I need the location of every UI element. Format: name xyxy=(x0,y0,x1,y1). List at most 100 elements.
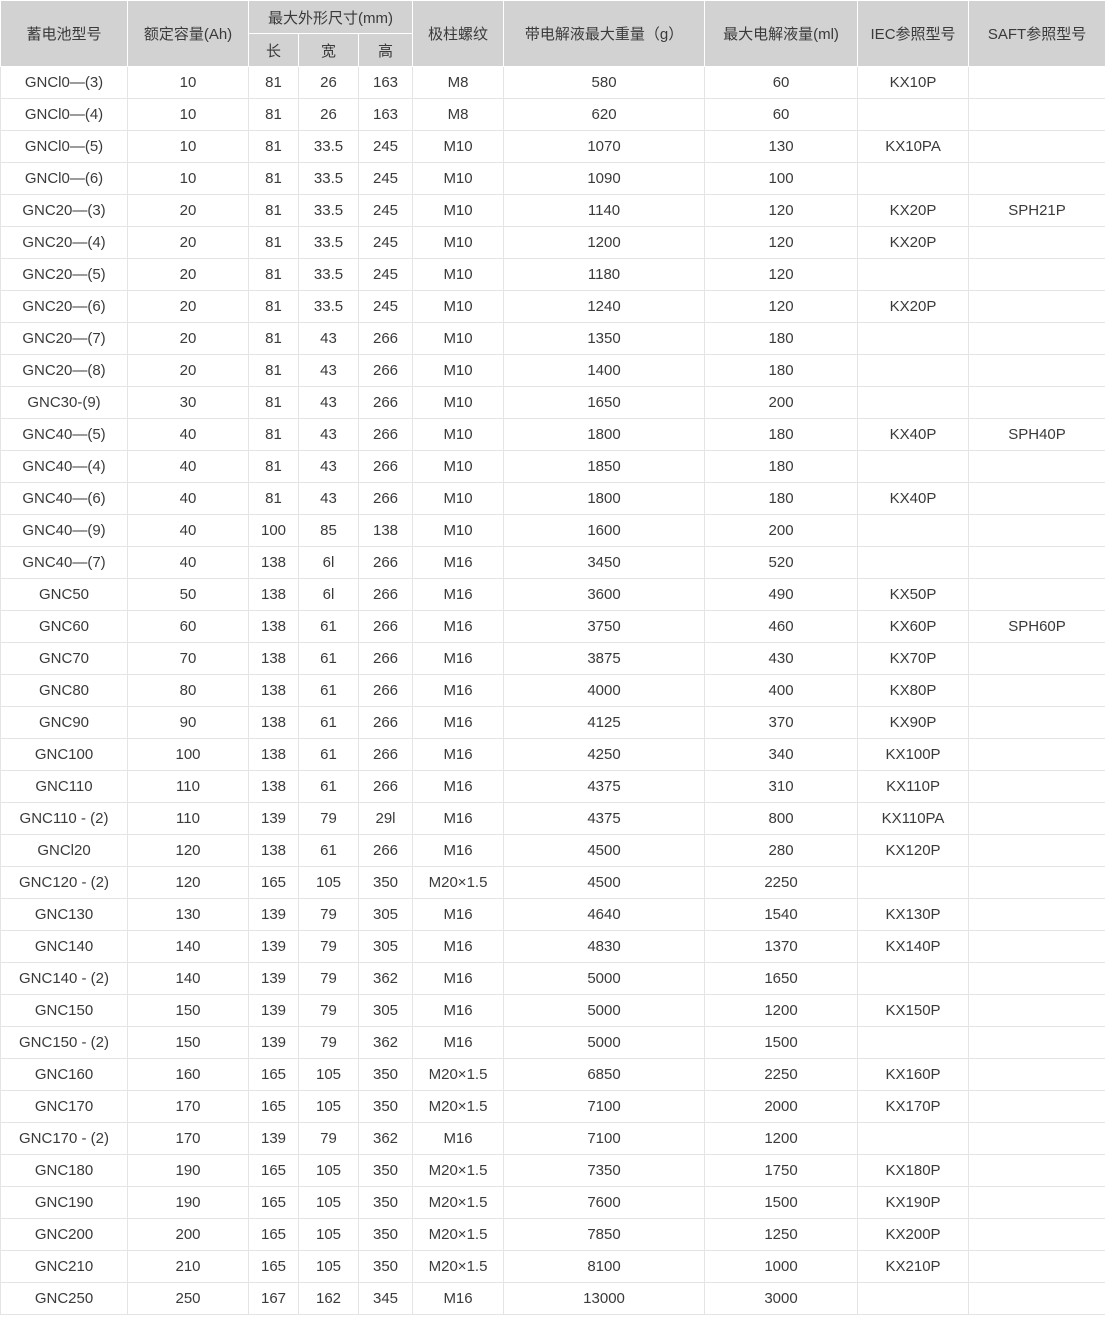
table-cell: 2250 xyxy=(704,866,859,899)
table-cell: 266 xyxy=(357,834,414,867)
table-cell: 10 xyxy=(127,162,249,195)
table-row: GNC140 140 139 79 305 M16 4830 1370 KX140P xyxy=(0,930,1105,963)
table-cell: 105 xyxy=(298,1058,359,1091)
table-cell: 33.5 xyxy=(298,130,359,163)
table-cell xyxy=(857,866,970,899)
table-cell: 3750 xyxy=(503,610,706,643)
table-cell: 250 xyxy=(127,1282,249,1315)
table-cell xyxy=(968,930,1105,963)
header-iec-reference-model: IEC参照型号 xyxy=(857,0,970,67)
table-cell xyxy=(968,962,1105,995)
table-cell: KX200P xyxy=(857,1218,970,1251)
table-row: GNCl0—(5) 10 81 33.5 245 M10 1070 130 KX10PA xyxy=(0,130,1105,163)
table-cell: GNC160 xyxy=(0,1058,128,1091)
table-row: GNC30-(9) 30 81 43 266 M10 1650 200 xyxy=(0,386,1105,419)
table-cell: 138 xyxy=(248,610,299,643)
table-cell: 4500 xyxy=(503,834,706,867)
header-pole-thread: 极柱螺纹 xyxy=(412,0,505,67)
table-cell: 245 xyxy=(357,226,414,259)
table-cell: M16 xyxy=(412,770,505,803)
table-cell: GNC40—(6) xyxy=(0,482,128,515)
table-cell: 70 xyxy=(127,642,249,675)
table-cell: GNC20—(8) xyxy=(0,354,128,387)
table-cell: 20 xyxy=(127,354,249,387)
table-cell: M20×1.5 xyxy=(412,866,505,899)
table-cell: KX20P xyxy=(857,194,970,227)
table-cell: 245 xyxy=(357,194,414,227)
table-cell xyxy=(968,1154,1105,1187)
table-cell: 400 xyxy=(704,674,859,707)
table-cell: 81 xyxy=(248,322,299,355)
table-cell: 180 xyxy=(704,354,859,387)
table-cell: M10 xyxy=(412,418,505,451)
table-row: GNC40—(7) 40 138 6l 266 M16 3450 520 xyxy=(0,546,1105,579)
table-row: GNC180 190 165 105 350 M20×1.5 7350 1750 KX180P xyxy=(0,1154,1105,1187)
table-cell xyxy=(857,546,970,579)
table-cell: M20×1.5 xyxy=(412,1058,505,1091)
table-cell: 4250 xyxy=(503,738,706,771)
table-cell xyxy=(968,834,1105,867)
table-cell: 81 xyxy=(248,66,299,99)
table-cell: 79 xyxy=(298,898,359,931)
table-cell: M16 xyxy=(412,930,505,963)
table-cell: 33.5 xyxy=(298,290,359,323)
table-cell: 266 xyxy=(357,418,414,451)
table-row: GNC40—(9) 40 100 85 138 M10 1600 200 xyxy=(0,514,1105,547)
table-cell xyxy=(968,802,1105,835)
table-cell: 3600 xyxy=(503,578,706,611)
table-cell: 350 xyxy=(357,1186,414,1219)
table-cell: 362 xyxy=(357,1026,414,1059)
table-cell: 160 xyxy=(127,1058,249,1091)
header-length: 长 xyxy=(248,33,299,67)
table-cell: GNC20—(6) xyxy=(0,290,128,323)
table-cell: M10 xyxy=(412,386,505,419)
table-cell: 29l xyxy=(357,802,414,835)
table-cell xyxy=(968,354,1105,387)
table-cell: 20 xyxy=(127,258,249,291)
table-cell xyxy=(857,162,970,195)
table-cell: 266 xyxy=(357,386,414,419)
table-cell xyxy=(968,866,1105,899)
table-row: GNCl0—(6) 10 81 33.5 245 M10 1090 100 xyxy=(0,162,1105,195)
table-cell: 138 xyxy=(248,674,299,707)
table-cell: M16 xyxy=(412,738,505,771)
table-cell: KX110PA xyxy=(857,802,970,835)
table-cell: M20×1.5 xyxy=(412,1218,505,1251)
table-cell: KX190P xyxy=(857,1186,970,1219)
table-cell: 140 xyxy=(127,962,249,995)
table-cell xyxy=(968,386,1105,419)
table-cell xyxy=(968,162,1105,195)
table-cell: KX120P xyxy=(857,834,970,867)
table-cell: GNC40—(4) xyxy=(0,450,128,483)
table-cell: KX80P xyxy=(857,674,970,707)
table-cell: 3450 xyxy=(503,546,706,579)
table-cell xyxy=(968,98,1105,131)
table-row: GNC210 210 165 105 350 M20×1.5 8100 1000 KX210P xyxy=(0,1250,1105,1283)
header-rated-capacity: 额定容量(Ah) xyxy=(127,0,249,67)
table-cell: KX50P xyxy=(857,578,970,611)
table-cell: GNCl20 xyxy=(0,834,128,867)
table-cell: 3875 xyxy=(503,642,706,675)
table-cell: 20 xyxy=(127,290,249,323)
table-cell: 105 xyxy=(298,1250,359,1283)
table-cell: 10 xyxy=(127,98,249,131)
table-cell xyxy=(968,1218,1105,1251)
header-max-dimensions: 最大外形尺寸(mm) xyxy=(247,0,414,34)
table-cell: 79 xyxy=(298,994,359,1027)
table-cell: 81 xyxy=(248,354,299,387)
table-row: GNC80 80 138 61 266 M16 4000 400 KX80P xyxy=(0,674,1105,707)
table-cell: GNCl0—(4) xyxy=(0,98,128,131)
table-cell: 1500 xyxy=(704,1186,859,1219)
table-cell: 61 xyxy=(298,834,359,867)
table-cell: M10 xyxy=(412,226,505,259)
table-cell: 245 xyxy=(357,290,414,323)
table-cell: KX150P xyxy=(857,994,970,1027)
table-cell: 1600 xyxy=(503,514,706,547)
table-cell xyxy=(857,1282,970,1315)
table-cell: 1000 xyxy=(704,1250,859,1283)
table-cell: 430 xyxy=(704,642,859,675)
table-cell: 81 xyxy=(248,226,299,259)
table-cell: M10 xyxy=(412,322,505,355)
table-cell: 140 xyxy=(127,930,249,963)
table-cell: 460 xyxy=(704,610,859,643)
